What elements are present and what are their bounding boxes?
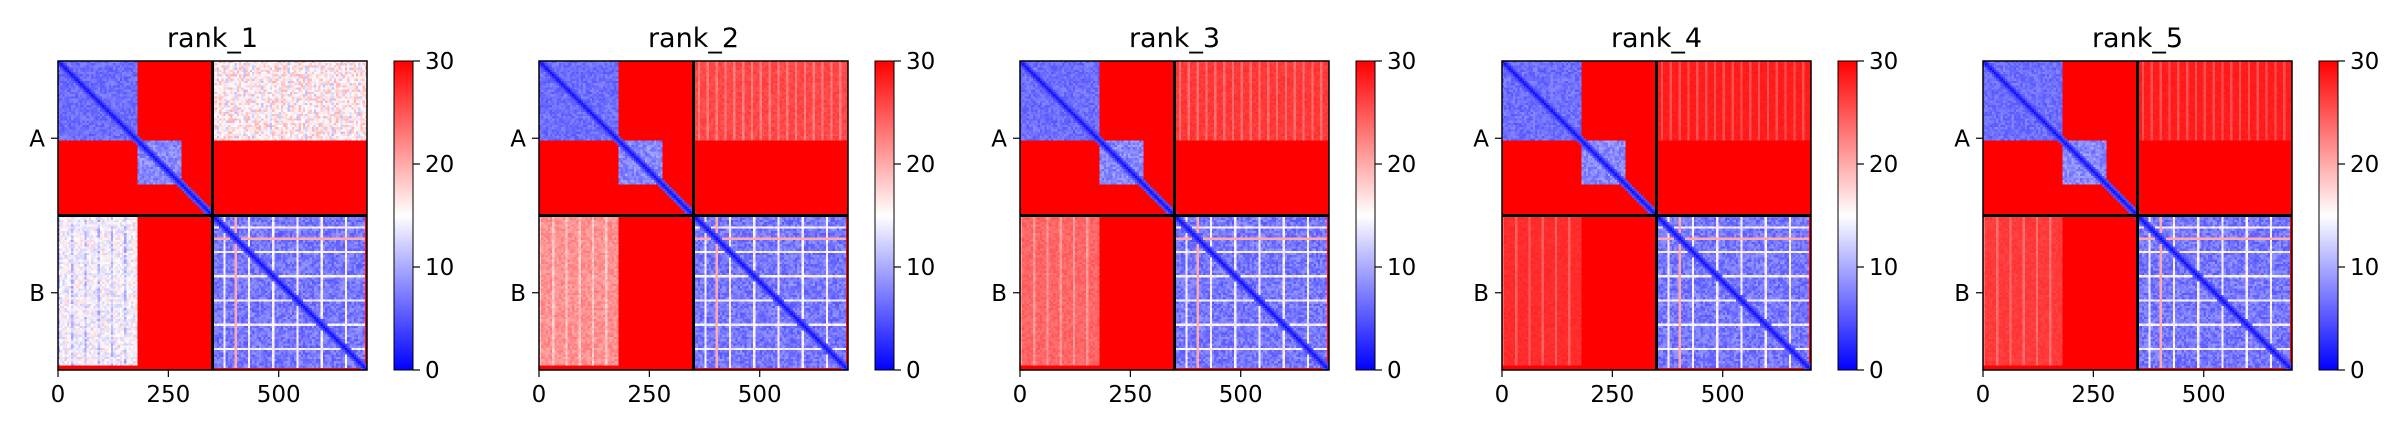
panel-rank_5: rank_5 0 250 500 A B 0 10 20 30 xyxy=(1954,23,2379,408)
colorbar-tick-label: 10 xyxy=(425,255,454,281)
chain-label-B: B xyxy=(1473,281,1489,307)
x-tick-label: 250 xyxy=(627,382,671,408)
colorbar-tick-label: 20 xyxy=(1387,152,1416,178)
chain-label-B: B xyxy=(510,281,526,307)
x-tick-label: 500 xyxy=(1701,382,1745,408)
plot-frame xyxy=(1982,60,2293,371)
x-tick-label: 0 xyxy=(1976,382,1991,408)
panel-title: rank_3 xyxy=(1129,23,1220,54)
panel-rank_4: rank_4 0 250 500 A B 0 10 20 30 xyxy=(1473,23,1898,408)
colorbar-tick-label: 20 xyxy=(425,152,454,178)
panel-title: rank_5 xyxy=(2092,23,2183,54)
colorbar-tick-label: 0 xyxy=(1387,358,1402,384)
x-tick-label: 250 xyxy=(1108,382,1152,408)
colorbar-frame xyxy=(2318,60,2339,371)
panel-title: rank_1 xyxy=(167,23,258,54)
colorbar-frame xyxy=(1355,60,1376,371)
colorbar-tick-label: 0 xyxy=(2350,358,2365,384)
colorbar-tick-label: 20 xyxy=(906,152,935,178)
colorbar-tick-label: 30 xyxy=(425,49,454,75)
colorbar xyxy=(2319,61,2338,370)
plot-frame xyxy=(1019,60,1330,371)
x-tick-label: 250 xyxy=(2071,382,2115,408)
colorbar-frame xyxy=(393,60,414,371)
chain-label-A: A xyxy=(29,126,45,152)
panel-rank_3: rank_3 0 250 500 A B 0 10 20 30 xyxy=(991,23,1416,408)
colorbar xyxy=(1838,61,1857,370)
chain-label-A: A xyxy=(1473,126,1489,152)
colorbar-tick-label: 30 xyxy=(1869,49,1898,75)
colorbar-tick-label: 10 xyxy=(906,255,935,281)
x-tick-label: 0 xyxy=(532,382,547,408)
plot-frame xyxy=(57,60,368,371)
plot-frame xyxy=(538,60,849,371)
panel-title: rank_2 xyxy=(648,23,739,54)
x-tick-label: 250 xyxy=(146,382,190,408)
panel-title: rank_4 xyxy=(1611,23,1702,54)
colorbar-tick-label: 30 xyxy=(1387,49,1416,75)
chain-label-A: A xyxy=(991,126,1007,152)
colorbar-tick-label: 0 xyxy=(906,358,921,384)
colorbar-tick-label: 20 xyxy=(2350,152,2379,178)
colorbar-frame xyxy=(1837,60,1858,371)
colorbar-tick-label: 10 xyxy=(1869,255,1898,281)
x-tick-label: 500 xyxy=(257,382,301,408)
colorbar-tick-label: 20 xyxy=(1869,152,1898,178)
x-tick-label: 250 xyxy=(1590,382,1634,408)
colorbar-tick-label: 30 xyxy=(2350,49,2379,75)
colorbar-frame xyxy=(874,60,895,371)
x-tick-label: 0 xyxy=(1495,382,1510,408)
x-tick-label: 500 xyxy=(1219,382,1263,408)
colorbar-tick-label: 0 xyxy=(1869,358,1884,384)
x-tick-label: 500 xyxy=(2182,382,2226,408)
panel-rank_2: rank_2 0 250 500 A B 0 10 20 30 xyxy=(510,23,935,408)
panel-rank_1: rank_1 0 250 500 A B 0 10 20 30 xyxy=(29,23,454,408)
chain-label-B: B xyxy=(991,281,1007,307)
colorbar xyxy=(394,61,413,370)
colorbar xyxy=(1356,61,1375,370)
colorbar-tick-label: 30 xyxy=(906,49,935,75)
colorbar-tick-label: 10 xyxy=(2350,255,2379,281)
chain-label-A: A xyxy=(510,126,526,152)
colorbar xyxy=(875,61,894,370)
plot-frame xyxy=(1501,60,1812,371)
colorbar-tick-label: 10 xyxy=(1387,255,1416,281)
chain-label-A: A xyxy=(1954,126,1970,152)
x-tick-label: 500 xyxy=(738,382,782,408)
x-tick-label: 0 xyxy=(1013,382,1028,408)
chain-label-B: B xyxy=(29,281,45,307)
x-tick-label: 0 xyxy=(51,382,66,408)
colorbar-tick-label: 0 xyxy=(425,358,440,384)
chain-label-B: B xyxy=(1954,281,1970,307)
